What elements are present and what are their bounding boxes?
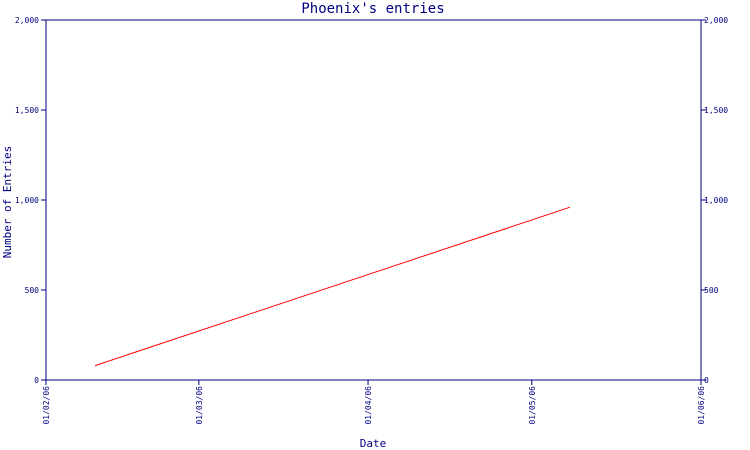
y-tick-label-right: 1,500 — [704, 106, 728, 115]
left-y-axis-ticks: 0 500 1,000 1,500 2,000 — [15, 16, 46, 385]
y-tick-label-right: 500 — [704, 286, 719, 295]
chart-title: Phoenix's entries — [301, 1, 444, 17]
x-tick-label: 01/06/06 — [697, 386, 706, 425]
x-axis-ticks: 01/02/06 01/03/06 01/04/06 01/05/06 01/06/06 — [42, 380, 706, 425]
y-tick-label-left: 1,500 — [15, 106, 39, 115]
y-tick-label-left: 500 — [25, 286, 40, 295]
y-tick-label-right: 2,000 — [704, 16, 728, 25]
x-tick-label: 01/02/06 — [42, 386, 51, 425]
x-axis-label: Date — [360, 437, 387, 450]
y-tick-label-left: 2,000 — [15, 16, 39, 25]
y-tick-label-left: 0 — [34, 376, 39, 385]
y-tick-label-left: 1,000 — [15, 196, 39, 205]
y-axis-label: Number of Entries — [1, 146, 14, 259]
y-tick-label-right: 0 — [704, 376, 709, 385]
x-tick-label: 01/05/06 — [528, 386, 537, 425]
right-y-axis-ticks: 0 500 1,000 1,500 2,000 — [701, 16, 728, 385]
y-tick-label-right: 1,000 — [704, 196, 728, 205]
plot-area-frame — [45, 19, 702, 381]
series-layer — [94, 206, 571, 367]
x-tick-label: 01/04/06 — [364, 386, 373, 425]
series-line — [94, 206, 571, 367]
x-tick-label: 01/03/06 — [195, 386, 204, 425]
